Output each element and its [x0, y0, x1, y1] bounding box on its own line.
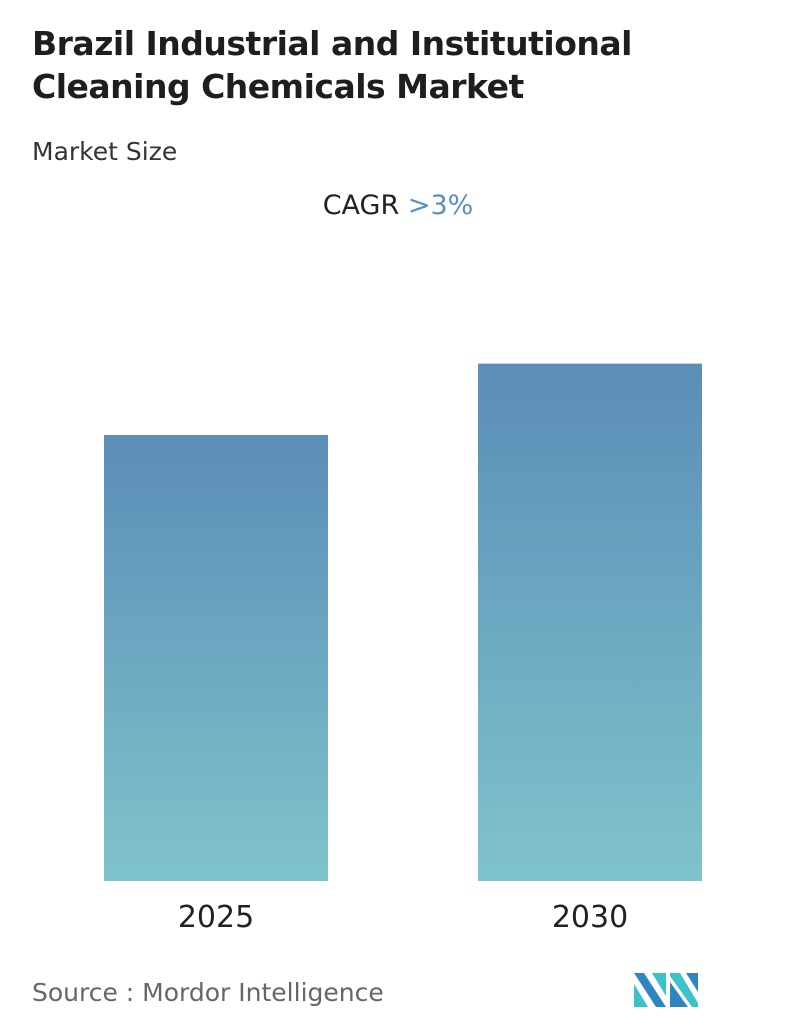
- x-tick-label: 2025: [178, 900, 254, 935]
- mordor-intelligence-logo: [634, 973, 698, 1007]
- bar-2030: [478, 363, 702, 881]
- x-tick-label: 2030: [552, 900, 628, 935]
- chart-title: Brazil Industrial and Institutional Clea…: [32, 22, 632, 108]
- cagr-annotation: CAGR >3%: [0, 190, 796, 221]
- title-line-1: Brazil Industrial and Institutional: [32, 24, 632, 63]
- bar-2025: [104, 435, 328, 881]
- cagr-label: CAGR: [322, 190, 400, 221]
- title-line-2: Cleaning Chemicals Market: [32, 67, 524, 106]
- chart-subtitle: Market Size: [32, 137, 178, 166]
- bar-chart: 2025 2030: [104, 363, 702, 935]
- source-text: Source : Mordor Intelligence: [32, 978, 384, 1007]
- cagr-value: >3%: [407, 190, 474, 221]
